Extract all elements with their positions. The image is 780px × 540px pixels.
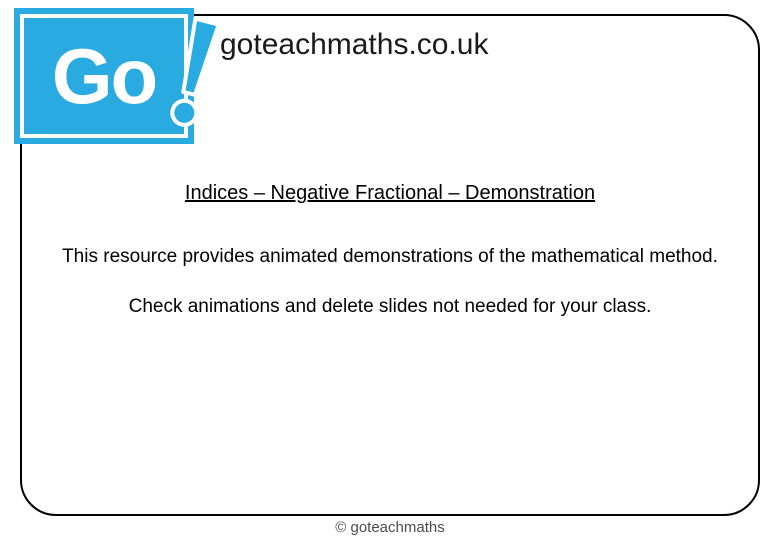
site-title: goteachmaths.co.uk — [220, 28, 489, 62]
slide-body-line-2: Check animations and delete slides not n… — [0, 296, 780, 318]
footer-copyright: © goteachmaths — [0, 519, 780, 536]
slide-body-line-1: This resource provides animated demonstr… — [0, 246, 780, 268]
logo-text: Go — [52, 37, 156, 115]
exclamation-icon — [166, 14, 222, 134]
logo: Go — [14, 8, 194, 144]
logo-box: Go — [14, 8, 194, 144]
slide-title: Indices – Negative Fractional – Demonstr… — [0, 182, 780, 205]
